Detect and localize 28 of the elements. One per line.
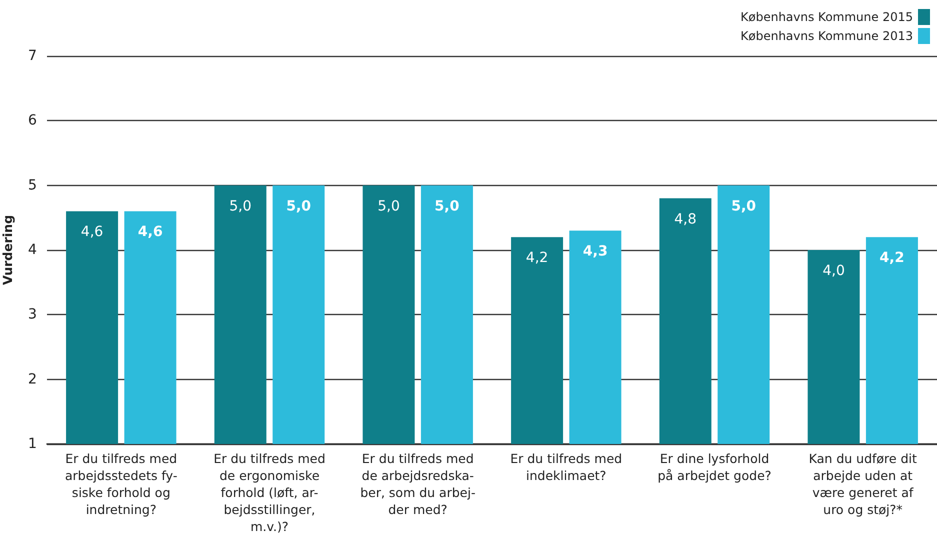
y-tick-label: 5 xyxy=(28,177,37,194)
y-tick-label: 6 xyxy=(28,112,37,129)
legend-label: Københavns Kommune 2015 xyxy=(740,10,913,24)
x-tick-label: Er dine lysforhold på arbejdet gode? xyxy=(658,451,772,483)
y-tick-label: 4 xyxy=(28,242,37,258)
data-label: 5,0 xyxy=(434,198,460,214)
data-label: 4,2 xyxy=(880,250,904,266)
data-label: 5,0 xyxy=(378,198,400,214)
x-tick-label: Er du tilfreds med de arbejdsredska- ber, som du arbej- der med? xyxy=(360,451,476,517)
y-axis-title: Vurdering xyxy=(0,214,15,286)
x-tick-label: Er du tilfreds med indeklimaet? xyxy=(510,451,622,483)
y-tick-label: 2 xyxy=(28,371,37,388)
data-label: 4,0 xyxy=(822,263,845,279)
x-tick-label: Er du tilfreds med arbejdsstedets fy- siske forhold og indretning? xyxy=(64,451,178,517)
data-label: 4,6 xyxy=(80,224,104,240)
data-label: 5,0 xyxy=(731,198,756,214)
y-tick-label: 7 xyxy=(28,48,37,64)
data-label: 4,2 xyxy=(526,250,548,266)
x-tick-label: Er du tilfreds med de ergonomiske forhold (løft, ar- bejdsstillinger, m.v.)? xyxy=(214,451,326,534)
data-label: 4,8 xyxy=(674,211,697,228)
x-tick-label: Kan du udføre dit arbejde uden at være generet af uro og støj?* xyxy=(808,451,917,517)
data-label: 5,0 xyxy=(229,198,252,214)
y-tick-label: 1 xyxy=(28,436,37,452)
data-label: 4,3 xyxy=(582,244,608,260)
y-tick-label: 3 xyxy=(28,306,37,323)
data-label: 4,6 xyxy=(138,224,163,240)
legend-label: Københavns Kommune 2013 xyxy=(740,29,913,43)
data-label: 5,0 xyxy=(286,198,312,214)
